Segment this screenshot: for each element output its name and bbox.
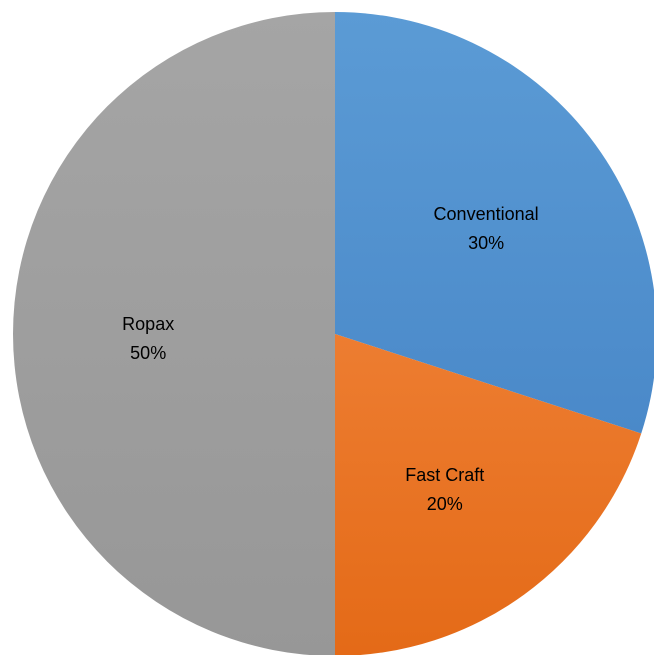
slice-category-fast-craft: Fast Craft	[405, 465, 484, 485]
slice-percent-ropax: 50%	[130, 343, 166, 363]
slice-category-conventional: Conventional	[434, 204, 539, 224]
labels-layer: Conventional 30% Fast Craft 20% Ropax 50%	[122, 204, 538, 514]
slices-layer	[13, 12, 654, 655]
slice-label-ropax: Ropax 50%	[122, 314, 174, 363]
slice-percent-conventional: 30%	[468, 233, 504, 253]
pie-slice-ropax	[13, 12, 335, 655]
slice-label-fast-craft: Fast Craft 20%	[405, 465, 484, 514]
slice-label-conventional: Conventional 30%	[434, 204, 539, 253]
pie-slice-fast-craft	[335, 334, 642, 655]
slice-percent-fast-craft: 20%	[427, 494, 463, 514]
slice-category-ropax: Ropax	[122, 314, 174, 334]
pie-slice-conventional	[335, 12, 654, 434]
